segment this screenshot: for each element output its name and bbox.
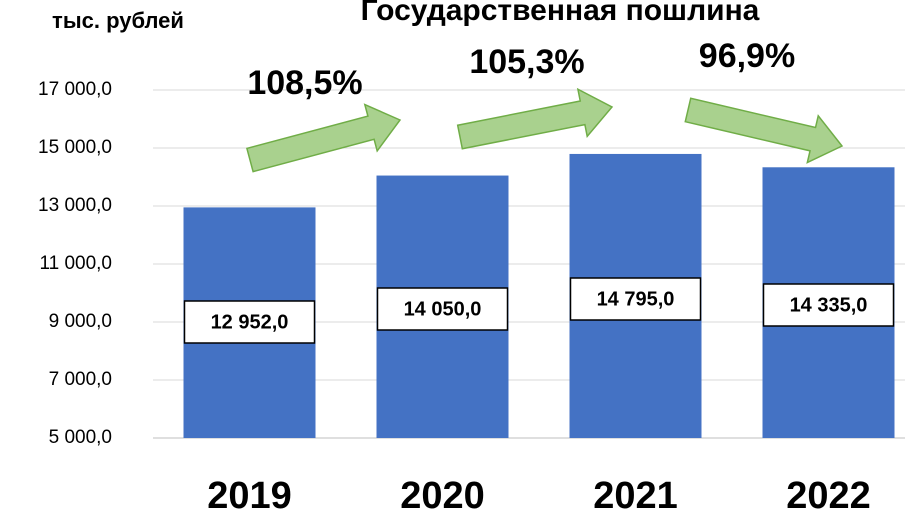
y-tick-label: 13 000,0 xyxy=(38,195,112,216)
value-label: 14 795,0 xyxy=(597,288,675,310)
y-tick-label: 5 000,0 xyxy=(49,427,112,448)
value-label: 12 952,0 xyxy=(211,311,289,333)
growth-arrow xyxy=(684,97,844,164)
value-label-box xyxy=(183,300,316,344)
value-label: 14 050,0 xyxy=(404,298,482,320)
value-label-box xyxy=(762,283,895,327)
growth-label: 105,3% xyxy=(469,43,584,81)
y-tick-label: 15 000,0 xyxy=(38,137,112,158)
y-tick-label: 9 000,0 xyxy=(49,311,112,332)
x-tick-label: 2021 xyxy=(593,475,678,517)
growth-label: 108,5% xyxy=(247,64,362,102)
y-tick-label: 17 000,0 xyxy=(38,79,112,100)
growth-arrow xyxy=(456,87,614,150)
y-tick-label: 11 000,0 xyxy=(39,253,112,274)
x-tick-label: 2019 xyxy=(207,475,292,517)
y-tick-label: 7 000,0 xyxy=(49,369,112,390)
x-tick-label: 2022 xyxy=(786,475,871,517)
value-label: 14 335,0 xyxy=(790,294,868,316)
value-label-box xyxy=(376,287,509,331)
chart-title: Государственная пошлина xyxy=(361,0,760,27)
growth-arrow xyxy=(245,103,402,173)
y-axis-label: тыс. рублей xyxy=(52,8,184,33)
value-label-box xyxy=(569,277,702,321)
x-tick-label: 2020 xyxy=(400,475,485,517)
growth-label: 96,9% xyxy=(699,37,795,75)
